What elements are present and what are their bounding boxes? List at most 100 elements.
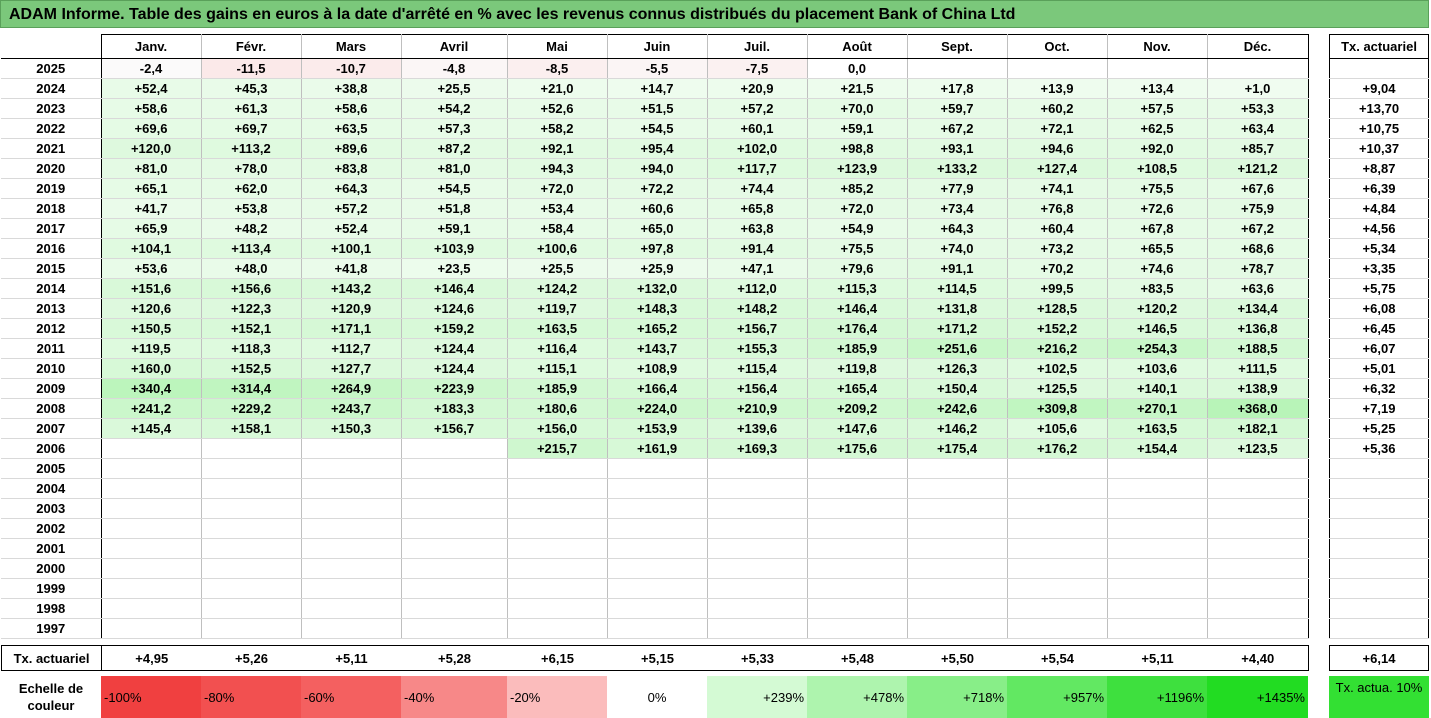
gain-cell: +103,6 — [1107, 358, 1208, 379]
gain-cell: +254,3 — [1107, 338, 1208, 359]
summary-cell: +5,11 — [1141, 650, 1174, 666]
gain-cell: +60,1 — [707, 118, 808, 139]
gain-cell: +251,6 — [907, 338, 1008, 359]
gain-cell: +57,2 — [707, 98, 808, 119]
month-header: Oct. — [1007, 34, 1108, 59]
table-row: +5,25 — [1329, 418, 1429, 439]
legend-swatch: -20% — [507, 676, 607, 718]
gain-cell: +93,1 — [907, 138, 1008, 159]
gain-cell — [1007, 538, 1108, 559]
year-label: 2006 — [1, 438, 102, 459]
gain-cell — [1207, 458, 1309, 479]
gain-cell: +83,5 — [1107, 278, 1208, 299]
gain-cell: -7,5 — [707, 58, 808, 79]
table-row: 2009 +340,4 +314,4 +264,9 +223,9 +185,9 +166,4… — [1, 378, 1309, 399]
rate-cell: +6,45 — [1329, 318, 1429, 339]
gain-cell: +67,8 — [1107, 218, 1208, 239]
table-row: 2015 +53,6 +48,0 +41,8 +23,5 +25,5 +25,9 +47,1 +… — [1, 258, 1309, 279]
legend-swatch: -80% — [201, 676, 301, 718]
gain-cell: +89,6 — [301, 138, 402, 159]
gain-cell: +60,2 — [1007, 98, 1108, 119]
gain-cell: +67,6 — [1207, 178, 1309, 199]
gain-cell: +116,4 — [507, 338, 608, 359]
gain-cell: +124,4 — [401, 338, 508, 359]
gain-cell: +128,5 — [1007, 298, 1108, 319]
gain-cell: +57,2 — [301, 198, 402, 219]
year-label: 2012 — [1, 318, 102, 339]
rate-cell: +6,08 — [1329, 298, 1429, 319]
gain-cell — [507, 618, 608, 639]
rate-cell: +6,07 — [1329, 338, 1429, 359]
gain-cell: +13,9 — [1007, 78, 1108, 99]
gain-cell: +165,4 — [807, 378, 908, 399]
gain-cell — [101, 538, 202, 559]
rate-cell — [1329, 578, 1429, 599]
gain-cell — [807, 458, 908, 479]
gain-cell: +75,5 — [1107, 178, 1208, 199]
gain-cell: +139,6 — [707, 418, 808, 439]
gain-cell: +65,8 — [707, 198, 808, 219]
color-scale-legend: Echelle de couleur -100% -80% -60% -40% -20% 0… — [1, 676, 1308, 718]
gain-cell: +38,8 — [301, 78, 402, 99]
table-row — [1329, 58, 1429, 79]
gain-cell: +215,7 — [507, 438, 608, 459]
gain-cell: +63,8 — [707, 218, 808, 239]
rate-cell — [1329, 498, 1429, 519]
gain-cell — [201, 478, 302, 499]
gain-cell: +79,6 — [807, 258, 908, 279]
legend-swatch: +239% — [707, 676, 807, 718]
table-row — [1329, 458, 1429, 479]
gain-cell — [607, 538, 708, 559]
month-header: Juin — [607, 34, 708, 59]
gain-cell: +65,5 — [1107, 238, 1208, 259]
gain-cell: +127,4 — [1007, 158, 1108, 179]
table-row: 2023 +58,6 +61,3 +58,6 +54,2 +52,6 +51,5 +57,2 +… — [1, 98, 1309, 119]
gain-cell: +104,1 — [101, 238, 202, 259]
gain-cell — [607, 558, 708, 579]
gain-cell: +243,7 — [301, 398, 402, 419]
gain-cell: +65,9 — [101, 218, 202, 239]
gain-cell: +183,3 — [401, 398, 508, 419]
gain-cell: +152,5 — [201, 358, 302, 379]
table-row: +6,39 — [1329, 178, 1429, 199]
table-row: +5,01 — [1329, 358, 1429, 379]
gain-cell — [1107, 58, 1208, 79]
gain-cell: +108,5 — [1107, 158, 1208, 179]
summary-row: Tx. actuariel +4,95 +5,26 +5,11 +5,28 +6,15 +5… — [1, 645, 1309, 671]
table-row: 2018 +41,7 +53,8 +57,2 +51,8 +53,4 +60,6 +65,8 +… — [1, 198, 1309, 219]
gain-cell: +117,7 — [707, 158, 808, 179]
gain-cell: +94,6 — [1007, 138, 1108, 159]
gain-cell: +120,6 — [101, 298, 202, 319]
rate-cell: +4,56 — [1329, 218, 1429, 239]
gain-cell — [101, 598, 202, 619]
summary-cell: +5,50 — [941, 650, 974, 666]
table-row: 2013 +120,6 +122,3 +120,9 +124,6 +119,7 +148,3… — [1, 298, 1309, 319]
gain-cell — [1007, 598, 1108, 619]
rate-cell — [1329, 618, 1429, 639]
gain-cell: +105,6 — [1007, 418, 1108, 439]
gain-cell — [1207, 558, 1309, 579]
gain-cell: +53,4 — [507, 198, 608, 219]
gain-cell: +156,7 — [707, 318, 808, 339]
gain-cell — [401, 598, 508, 619]
gain-cell: +98,8 — [807, 138, 908, 159]
gain-cell — [101, 438, 202, 459]
gain-cell — [401, 538, 508, 559]
gain-cell — [1007, 458, 1108, 479]
table-row — [1329, 578, 1429, 599]
gain-cell: +59,1 — [401, 218, 508, 239]
rate-cell — [1329, 458, 1429, 479]
gain-cell: +54,2 — [401, 98, 508, 119]
year-label: 2003 — [1, 498, 102, 519]
summary-cell: +5,54 — [1041, 650, 1074, 666]
gain-cell: +108,9 — [607, 358, 708, 379]
gain-cell: +72,1 — [1007, 118, 1108, 139]
gain-cell: +148,3 — [607, 298, 708, 319]
month-header: Mai — [507, 34, 608, 59]
gain-cell — [507, 458, 608, 479]
table-row: +13,70 — [1329, 98, 1429, 119]
gain-cell — [607, 618, 708, 639]
summary-table: Tx. actuariel +4,95 +5,26 +5,11 +5,28 +6,15 +5… — [1, 645, 1309, 671]
gain-cell — [1207, 58, 1309, 79]
table-row: 2005 — [1, 458, 1309, 479]
